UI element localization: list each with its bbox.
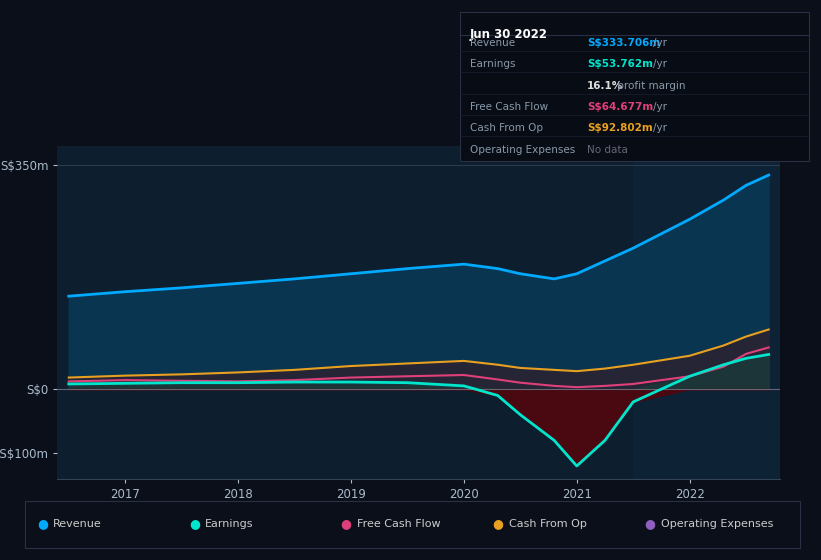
Text: /yr: /yr <box>653 59 667 69</box>
Text: S$64.677m: S$64.677m <box>587 102 654 112</box>
Text: /yr: /yr <box>653 38 667 48</box>
Text: ●: ● <box>341 517 351 530</box>
Text: Free Cash Flow: Free Cash Flow <box>470 102 548 112</box>
Text: No data: No data <box>587 144 628 155</box>
Text: Operating Expenses: Operating Expenses <box>470 144 575 155</box>
Text: S$333.706m: S$333.706m <box>587 38 660 48</box>
Text: 16.1%: 16.1% <box>587 81 623 91</box>
Text: ●: ● <box>493 517 503 530</box>
Text: ●: ● <box>189 517 200 530</box>
Text: Revenue: Revenue <box>53 519 102 529</box>
Text: Earnings: Earnings <box>205 519 254 529</box>
Text: Jun 30 2022: Jun 30 2022 <box>470 28 548 41</box>
Bar <box>633 146 821 479</box>
Text: S$92.802m: S$92.802m <box>587 123 653 133</box>
Text: Earnings: Earnings <box>470 59 515 69</box>
Text: Cash From Op: Cash From Op <box>470 123 543 133</box>
Text: profit margin: profit margin <box>614 81 686 91</box>
Text: /yr: /yr <box>653 123 667 133</box>
Text: ●: ● <box>644 517 655 530</box>
Text: /yr: /yr <box>653 102 667 112</box>
Text: Free Cash Flow: Free Cash Flow <box>357 519 441 529</box>
Text: Cash From Op: Cash From Op <box>509 519 587 529</box>
Text: S$53.762m: S$53.762m <box>587 59 653 69</box>
Text: Operating Expenses: Operating Expenses <box>661 519 773 529</box>
Text: Revenue: Revenue <box>470 38 515 48</box>
Text: ●: ● <box>37 517 48 530</box>
